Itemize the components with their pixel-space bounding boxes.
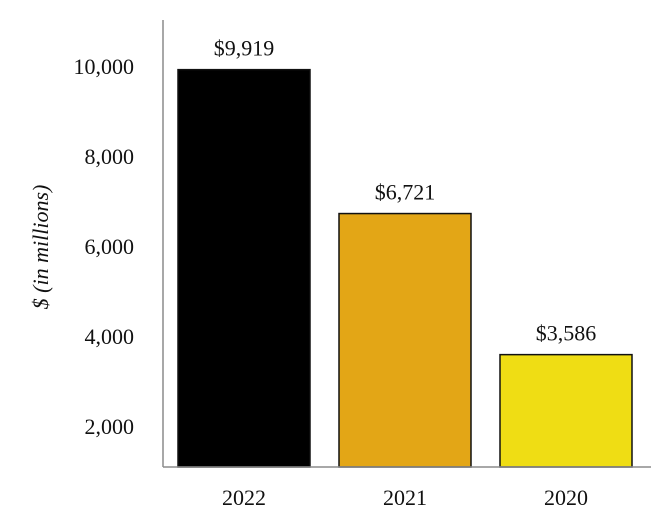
- y-tick-label: 6,000: [85, 234, 135, 259]
- bar-2020: [499, 353, 633, 468]
- data-labels: $9,919 $6,721 $3,586: [214, 36, 597, 346]
- data-label: $9,919: [214, 36, 275, 61]
- bar-2021: [338, 212, 472, 468]
- y-tick-label: 8,000: [85, 144, 135, 169]
- x-tick-label: 2020: [544, 485, 588, 510]
- data-label: $6,721: [375, 180, 436, 205]
- x-tick-label: 2021: [383, 485, 427, 510]
- data-label: $3,586: [536, 321, 597, 346]
- y-tick-label: 2,000: [85, 414, 135, 439]
- y-tick-label: 4,000: [85, 324, 135, 349]
- x-tick-labels: 2022 2021 2020: [222, 485, 588, 510]
- y-axis-title: $ (in millions): [28, 185, 53, 310]
- y-tick-labels: 2,000 4,000 6,000 8,000 10,000: [74, 54, 135, 439]
- bar-2022: [177, 68, 311, 468]
- x-tick-label: 2022: [222, 485, 266, 510]
- y-tick-label: 10,000: [74, 54, 135, 79]
- bars: [177, 68, 633, 468]
- y-axis: 2,000 4,000 6,000 8,000 10,000: [74, 20, 164, 467]
